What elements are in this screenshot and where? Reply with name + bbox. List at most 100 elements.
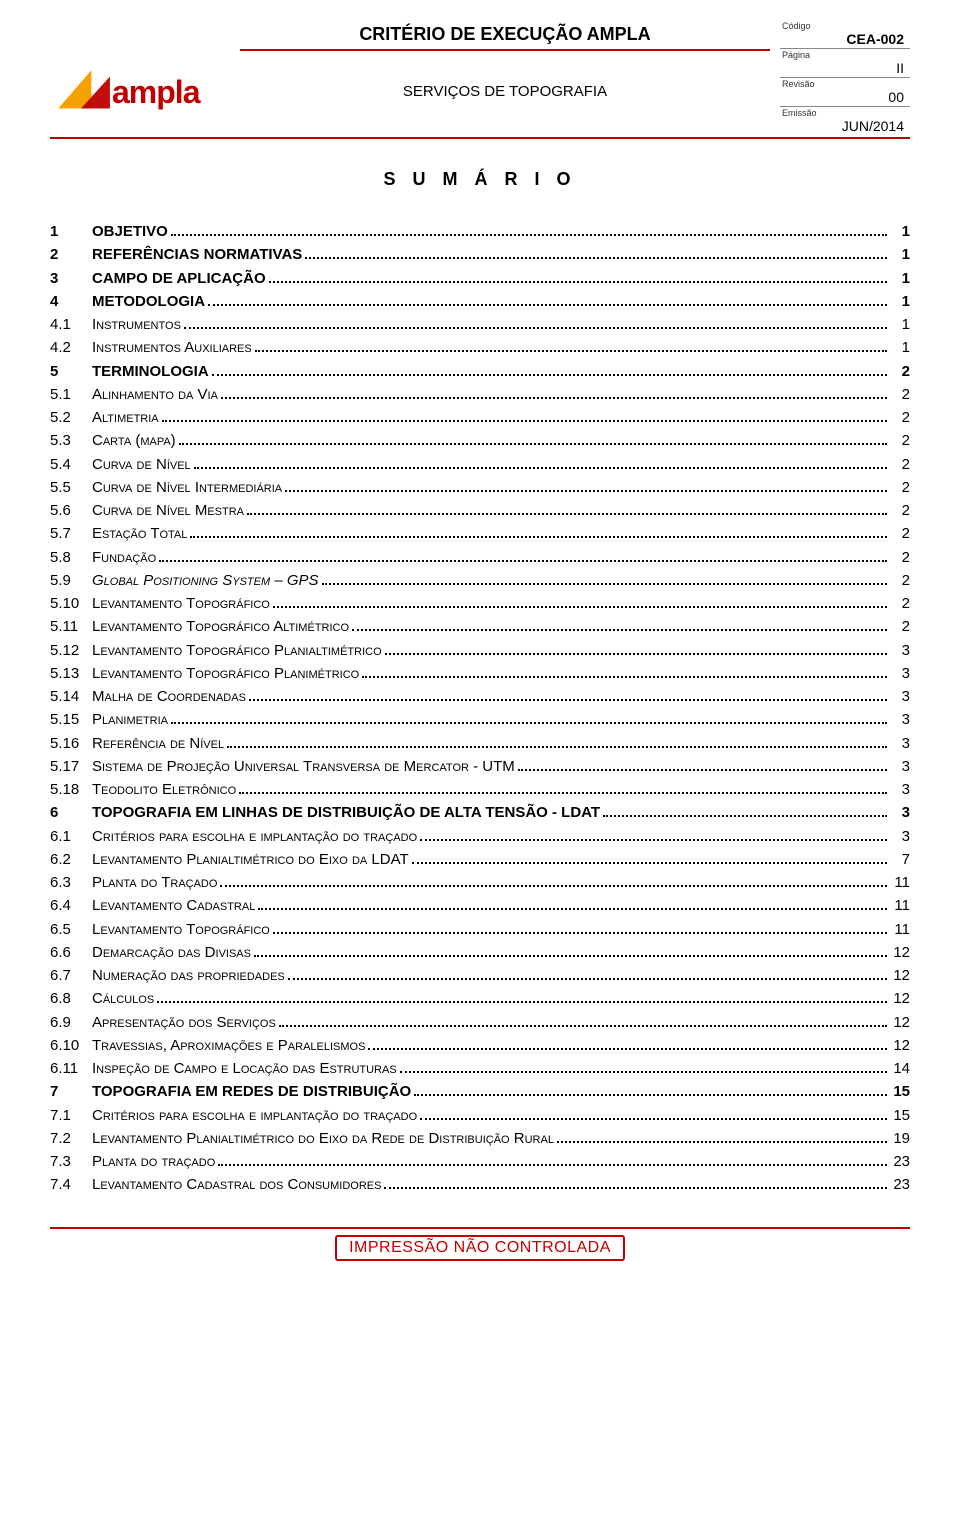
toc-page: 11: [890, 894, 910, 917]
toc-title: Levantamento Topográfico: [92, 918, 270, 941]
toc-number: 6.8: [50, 987, 92, 1010]
toc-title: Altimetria: [92, 406, 159, 429]
toc-row: 7.1Critérios para escolha e implantação …: [50, 1104, 910, 1127]
uncontrolled-print-stamp: IMPRESSÃO NÃO CONTROLADA: [335, 1235, 625, 1261]
toc-page: 1: [890, 243, 910, 266]
toc-leader-dots: [218, 1164, 887, 1166]
toc-title: Curva de Nível: [92, 453, 191, 476]
toc-number: 4.1: [50, 313, 92, 336]
toc-title: Critérios para escolha e implantação do …: [92, 1104, 417, 1127]
toc-row: 2REFERÊNCIAS NORMATIVAS1: [50, 243, 910, 266]
document-header: ampla CRITÉRIO DE EXECUÇÃO AMPLA SERVIÇO…: [50, 20, 910, 135]
toc-leader-dots: [171, 722, 887, 724]
toc-row: 5.14Malha de Coordenadas 3: [50, 685, 910, 708]
meta-emissao-value: JUN/2014: [782, 118, 908, 134]
toc-leader-dots: [249, 699, 887, 701]
toc-page: 23: [890, 1150, 910, 1173]
toc-title: Inspeção de Campo e Locação das Estrutur…: [92, 1057, 397, 1080]
toc-row: 5.16Referência de Nível3: [50, 732, 910, 755]
toc-leader-dots: [269, 281, 887, 283]
toc-row: 5TERMINOLOGIA2: [50, 360, 910, 383]
toc-row: 5.9Global Positioning System – GPS2: [50, 569, 910, 592]
toc-page: 2: [890, 406, 910, 429]
meta-revisao: Revisão 00: [780, 78, 910, 106]
toc-number: 5.6: [50, 499, 92, 522]
toc-leader-dots: [273, 606, 887, 608]
toc-leader-dots: [305, 257, 887, 259]
toc-title: Malha de Coordenadas: [92, 685, 246, 708]
toc-leader-dots: [184, 327, 887, 329]
toc-page: 23: [890, 1173, 910, 1196]
toc-page: 2: [890, 499, 910, 522]
meta-revisao-label: Revisão: [782, 79, 908, 89]
toc-row: 7.3Planta do traçado23: [50, 1150, 910, 1173]
toc-row: 1OBJETIVO1: [50, 220, 910, 243]
toc-page: 3: [890, 755, 910, 778]
toc-title: Curva de Nível Intermediária: [92, 476, 282, 499]
toc-row: 4.1Instrumentos1: [50, 313, 910, 336]
toc-row: 6.4Levantamento Cadastral11: [50, 894, 910, 917]
toc-row: 5.15Planimetria3: [50, 708, 910, 731]
toc-page: 2: [890, 453, 910, 476]
toc-number: 6.11: [50, 1057, 92, 1080]
toc-page: 2: [890, 383, 910, 406]
toc-title: Demarcação das Divisas: [92, 941, 251, 964]
toc-page: 1: [890, 267, 910, 290]
toc-number: 7.2: [50, 1127, 92, 1150]
document-title: CRITÉRIO DE EXECUÇÃO AMPLA: [240, 20, 770, 47]
toc-number: 5.5: [50, 476, 92, 499]
toc-number: 5.14: [50, 685, 92, 708]
toc-row: 6.9Apresentação dos Serviços12: [50, 1011, 910, 1034]
toc-title: TOPOGRAFIA EM LINHAS DE DISTRIBUIÇÃO DE …: [92, 801, 600, 824]
toc-row: 6.6Demarcação das Divisas 12: [50, 941, 910, 964]
toc-title: CAMPO DE APLICAÇÃO: [92, 267, 266, 290]
toc-leader-dots: [400, 1071, 887, 1073]
toc-leader-dots: [220, 885, 887, 887]
toc-page: 3: [890, 662, 910, 685]
toc-page: 2: [890, 522, 910, 545]
toc-number: 6.10: [50, 1034, 92, 1057]
toc-number: 6.6: [50, 941, 92, 964]
toc-title: Numeração das propriedades: [92, 964, 285, 987]
header-bottom-rule-icon: [50, 137, 910, 139]
toc-row: 6.7Numeração das propriedades12: [50, 964, 910, 987]
toc-title: Carta (mapa): [92, 429, 176, 452]
document-subtitle: SERVIÇOS DE TOPOGRAFIA: [240, 53, 770, 120]
toc-title: Planta do traçado: [92, 1150, 215, 1173]
toc-leader-dots: [420, 839, 887, 841]
toc-row: 5.2Altimetria2: [50, 406, 910, 429]
meta-codigo: Código CEA-002: [780, 20, 910, 48]
toc-row: 6.1Critérios para escolha e implantação …: [50, 825, 910, 848]
toc-row: 6.8Cálculos12: [50, 987, 910, 1010]
toc-page: 12: [890, 1034, 910, 1057]
toc-number: 5.1: [50, 383, 92, 406]
toc-row: 5.7Estação Total2: [50, 522, 910, 545]
logo-text: ampla: [112, 74, 199, 111]
toc-number: 5.3: [50, 429, 92, 452]
toc-number: 7.4: [50, 1173, 92, 1196]
toc-number: 5.12: [50, 639, 92, 662]
toc-row: 6.11Inspeção de Campo e Locação das Estr…: [50, 1057, 910, 1080]
toc-title: Apresentação dos Serviços: [92, 1011, 276, 1034]
toc-page: 2: [890, 360, 910, 383]
meta-codigo-value: CEA-002: [782, 31, 908, 47]
toc-number: 6.4: [50, 894, 92, 917]
toc-row: 6.3Planta do Traçado11: [50, 871, 910, 894]
toc-number: 5.4: [50, 453, 92, 476]
toc-number: 3: [50, 267, 92, 290]
toc-leader-dots: [194, 467, 887, 469]
toc-number: 5.8: [50, 546, 92, 569]
meta-revisao-value: 00: [782, 89, 908, 105]
toc-leader-dots: [171, 234, 887, 236]
toc-title: Levantamento Topográfico Altimétrico: [92, 615, 349, 638]
toc-page: 12: [890, 1011, 910, 1034]
toc-row: 6.2Levantamento Planialtimétrico do Eixo…: [50, 848, 910, 871]
toc-page: 12: [890, 941, 910, 964]
toc-page: 3: [890, 685, 910, 708]
toc-leader-dots: [414, 1094, 887, 1096]
toc-number: 5.9: [50, 569, 92, 592]
toc-leader-dots: [247, 513, 887, 515]
toc-leader-dots: [208, 304, 887, 306]
toc-page: 7: [890, 848, 910, 871]
toc-page: 15: [890, 1104, 910, 1127]
